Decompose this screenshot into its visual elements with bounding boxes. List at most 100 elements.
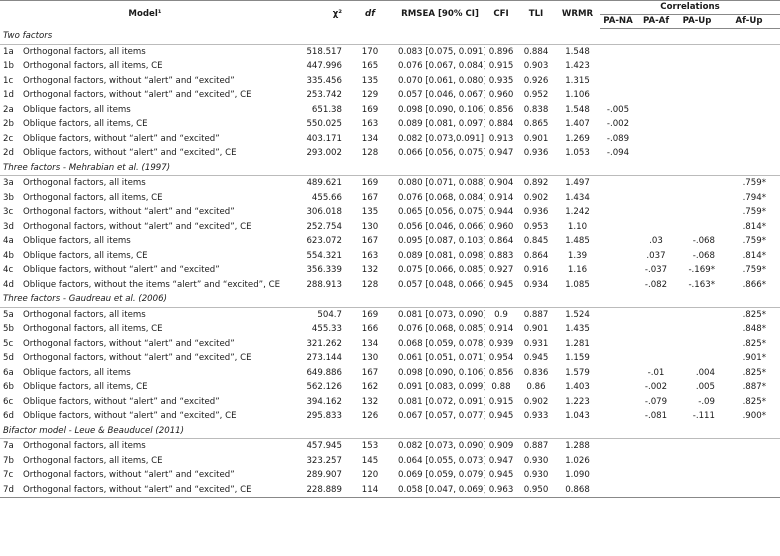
model-id: 6b: [3, 382, 14, 392]
value-cell: 0.927: [488, 265, 514, 275]
model-name: Oblique factors, without “alert” and “ex…: [23, 396, 220, 407]
value-cell: 0.902: [523, 396, 549, 407]
value-cell: 134: [361, 338, 379, 349]
value-cell: 130: [361, 221, 379, 232]
value-cell: 0.067 [0.057, 0.077]: [398, 411, 485, 421]
value-cell: 0.960: [488, 90, 514, 100]
data-row: 4b Oblique factors, all items, CE 554.321 1…: [0, 249, 780, 264]
value-cell: 0.947: [488, 455, 514, 466]
value-cell: 134: [361, 133, 379, 144]
value-cell: -.169*: [688, 265, 715, 275]
value-cell: [600, 468, 636, 483]
model-id: 5c: [3, 338, 14, 349]
model-id: 6c: [3, 396, 14, 407]
value-cell: -.111: [692, 411, 715, 421]
group-title: Three factors - Gaudreau et al. (2006): [0, 292, 780, 308]
value-cell: [676, 44, 718, 59]
value-cell: [676, 146, 718, 161]
value-cell: .887*: [742, 382, 767, 392]
data-row: 3b Orthogonal factors, all items, CE 455.6…: [0, 191, 780, 206]
model-id: 1b: [3, 61, 14, 71]
value-cell: 1.159: [565, 353, 590, 363]
value-cell: [676, 454, 718, 469]
value-cell: 0.856: [488, 104, 514, 115]
model-name: Oblique factors, all items: [23, 367, 131, 378]
value-cell: 1.085: [565, 279, 590, 290]
value-cell: 1.269: [565, 133, 590, 144]
value-cell: [636, 132, 676, 147]
value-cell: 0.884: [488, 119, 514, 129]
value-cell: 0.082 [0.073, 0.090]: [398, 441, 485, 451]
value-cell: 0.901: [523, 133, 549, 144]
value-cell: [636, 117, 676, 132]
value-cell: 169: [361, 178, 379, 188]
model-name: Orthogonal factors, without “alert” and …: [23, 338, 235, 349]
value-cell: .825*: [742, 396, 767, 407]
model-name: Orthogonal factors, without “alert” and …: [23, 221, 252, 232]
value-cell: 0.075 [0.066, 0.085]: [398, 265, 485, 275]
value-cell: 0.058 [0.047, 0.069]: [395, 482, 485, 498]
value-cell: 1.485: [565, 236, 590, 246]
value-cell: [600, 220, 636, 235]
value-cell: 1.242: [565, 207, 590, 217]
value-cell: 0.914: [488, 192, 514, 203]
value-cell: 1.524: [565, 309, 590, 320]
data-row: 1b Orthogonal factors, all items, CE 447.9…: [0, 59, 780, 74]
value-cell: 1.223: [565, 396, 590, 407]
data-row: 4c Oblique factors, without “alert” and “…: [0, 263, 780, 278]
data-row: 2d Oblique factors, without “alert” and “…: [0, 146, 780, 161]
model-name: Orthogonal factors, all items: [23, 46, 146, 57]
value-cell: 132: [361, 265, 379, 275]
model-id: 7c: [3, 470, 14, 480]
model-id: 7b: [3, 455, 14, 466]
model-name: Oblique factors, all items, CE: [23, 382, 148, 392]
value-cell: -.002: [606, 119, 630, 129]
value-cell: [676, 482, 718, 498]
value-cell: [600, 395, 636, 410]
value-cell: 0.845: [523, 236, 549, 246]
model-id: 3d: [3, 221, 14, 232]
value-cell: 135: [361, 75, 379, 86]
model-id: 6a: [3, 367, 14, 378]
value-cell: 0.933: [523, 411, 549, 421]
value-cell: 0.061 [0.051, 0.071]: [398, 353, 485, 363]
value-cell: 394.162: [306, 396, 342, 407]
value-cell: 0.864: [488, 236, 514, 246]
value-cell: -.037: [644, 265, 668, 275]
value-cell: -.005: [606, 104, 630, 115]
value-cell: [636, 59, 676, 74]
model-name: Oblique factors, without “alert” and “ex…: [23, 411, 237, 421]
value-cell: [600, 482, 636, 498]
value-cell: 1.043: [565, 411, 590, 421]
value-cell: [676, 176, 718, 191]
value-cell: .900*: [742, 411, 767, 421]
value-cell: 1.548: [565, 46, 590, 57]
value-cell: .759*: [742, 265, 767, 275]
row-group: Two factors 1a Orthogonal factors, all ite…: [0, 28, 780, 161]
value-cell: 0.952: [523, 90, 549, 100]
value-cell: [718, 44, 780, 59]
value-cell: 0.098 [0.090, 0.106]: [398, 104, 485, 115]
value-cell: 1.026: [565, 455, 590, 466]
data-row: 1c Orthogonal factors, without “alert” an…: [0, 74, 780, 89]
value-cell: 1.423: [565, 61, 590, 71]
value-cell: [636, 205, 676, 220]
value-cell: .005: [695, 382, 715, 392]
value-cell: 169: [361, 309, 379, 320]
value-cell: [636, 322, 676, 337]
model-name: Oblique factors, without the items “aler…: [23, 279, 281, 290]
value-cell: [600, 74, 636, 89]
model-name: Orthogonal factors, all items: [23, 441, 146, 451]
value-cell: 289.907: [306, 470, 342, 480]
value-cell: 0.864: [523, 250, 549, 261]
value-cell: [600, 307, 636, 322]
data-row: 6c Oblique factors, without “alert” and “…: [0, 395, 780, 410]
data-row: 6b Oblique factors, all items, CE 562.126 1…: [0, 380, 780, 395]
value-cell: [600, 59, 636, 74]
model-name: Orthogonal factors, all items, CE: [23, 192, 163, 203]
model-name: Orthogonal factors, without “alert” and …: [23, 207, 235, 217]
value-cell: 0.88: [491, 382, 511, 392]
data-row: 7b Orthogonal factors, all items, CE 323.2…: [0, 454, 780, 469]
value-cell: 1.435: [565, 324, 590, 334]
value-cell: [676, 322, 718, 337]
